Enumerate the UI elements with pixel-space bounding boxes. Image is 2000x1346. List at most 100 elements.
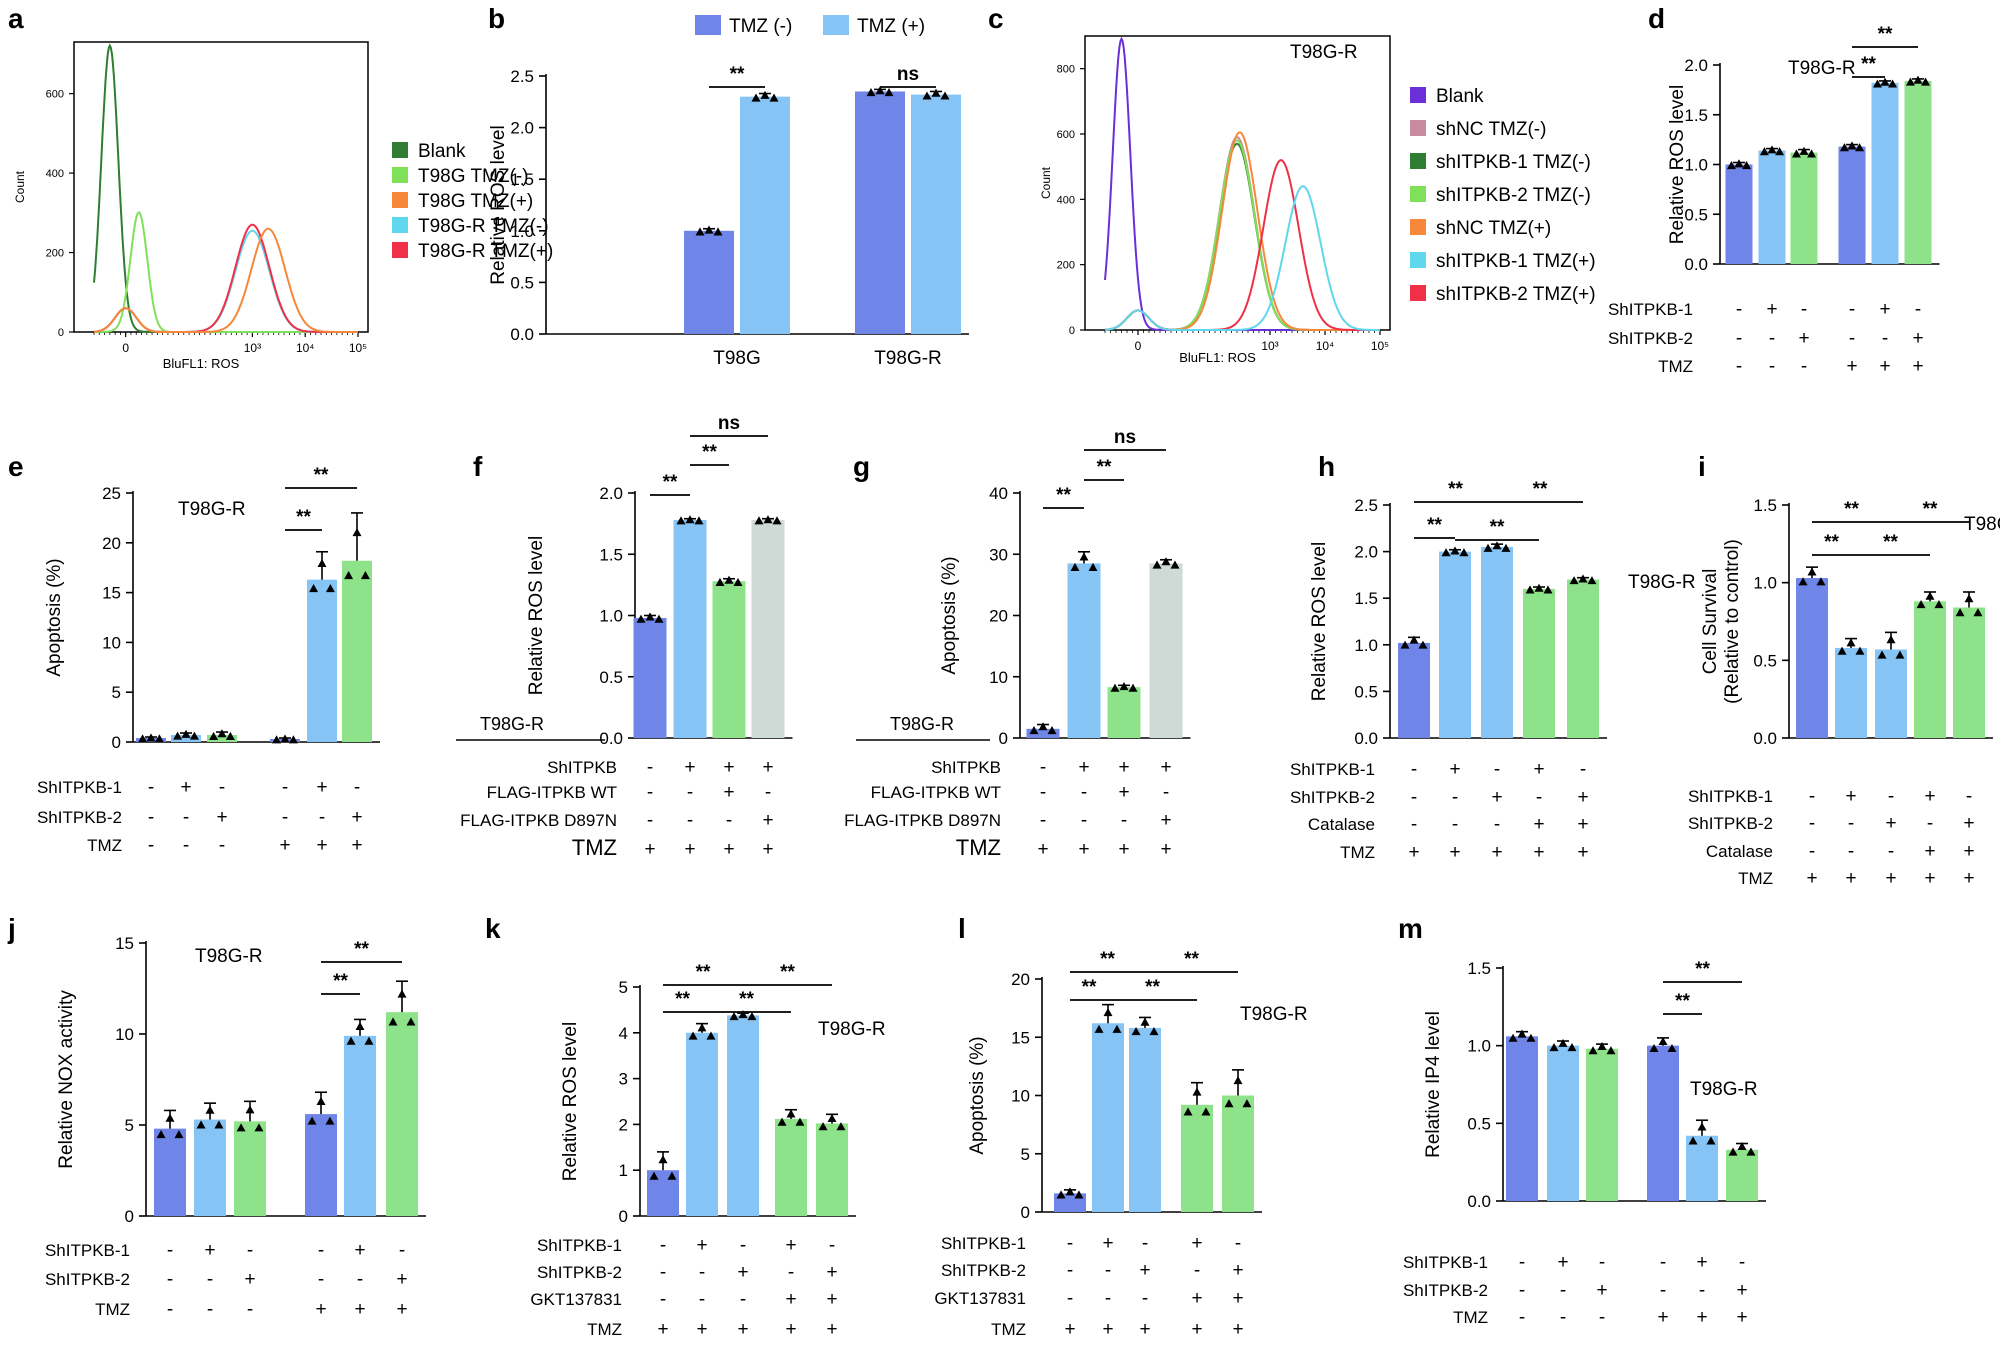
replicate-marker — [1588, 1046, 1598, 1055]
bar — [1523, 588, 1555, 738]
replicate-marker — [1149, 1027, 1159, 1036]
replicate-marker — [344, 571, 354, 580]
panel-title: T98G-R — [1964, 514, 2000, 535]
replicate-marker — [406, 1017, 416, 1026]
significance-label: ** — [730, 64, 745, 85]
condition-sign: + — [354, 1240, 365, 1261]
significance-label: ns — [897, 64, 919, 85]
legend-label: shITPKB-2 TMZ(+) — [1436, 284, 1596, 305]
legend-label: T98G-R TMZ(+) — [418, 241, 553, 262]
condition-sign: + — [1191, 1233, 1202, 1254]
replicate-marker — [827, 1113, 837, 1123]
y-tick-label: 10 — [1011, 1087, 1030, 1106]
condition-sign: + — [657, 1319, 668, 1340]
condition-sign: - — [1040, 810, 1046, 831]
significance-label: ** — [1675, 991, 1690, 1012]
replicate-marker — [1483, 543, 1493, 552]
replicate-marker — [1916, 600, 1926, 609]
condition-sign: - — [399, 1240, 405, 1261]
replicate-marker — [156, 1130, 166, 1139]
replicate-marker — [325, 583, 335, 593]
condition-sign: - — [1966, 786, 1972, 807]
legend-label: shNC TMZ(+) — [1436, 218, 1551, 239]
condition-sign: + — [1596, 1280, 1607, 1301]
replicate-marker — [1508, 1033, 1518, 1042]
histogram-curve — [93, 227, 358, 333]
y-tick-label: 200 — [1057, 260, 1075, 272]
replicate-marker — [1569, 576, 1579, 585]
y-tick-label: 3 — [619, 1070, 628, 1089]
condition-sign: + — [1912, 356, 1923, 377]
replicate-marker — [217, 729, 227, 738]
condition-sign: + — [1885, 813, 1896, 834]
bar — [1725, 164, 1753, 264]
legend-label: Blank — [418, 141, 466, 162]
condition-sign: - — [660, 1262, 666, 1283]
condition-sign: + — [1449, 842, 1460, 863]
replicate-marker — [1441, 548, 1451, 557]
y-tick-label: 2.0 — [510, 119, 534, 138]
condition-sign: - — [1660, 1252, 1666, 1273]
significance-label: ** — [1082, 977, 1097, 998]
bar — [1481, 546, 1513, 738]
replicate-marker — [1233, 1076, 1243, 1085]
condition-sign: - — [1801, 356, 1807, 377]
significance-label: ** — [333, 971, 348, 992]
plot-frame — [73, 41, 369, 333]
replicate-marker — [1759, 147, 1769, 156]
replicate-marker — [146, 733, 156, 742]
replicate-marker — [209, 731, 219, 740]
replicate-marker — [154, 734, 164, 743]
bar — [686, 1032, 718, 1216]
significance-label: ** — [1100, 949, 1115, 970]
condition-sign: + — [354, 1299, 365, 1320]
condition-label: TMZ — [956, 835, 1001, 860]
significance-label: ** — [1490, 517, 1505, 538]
y-tick-label: 30 — [989, 545, 1008, 564]
condition-sign: + — [723, 782, 734, 803]
replicate-marker — [1837, 646, 1847, 655]
y-tick-label: 400 — [1057, 194, 1075, 206]
y-tick-label: 1.5 — [1753, 496, 1777, 515]
replicate-marker — [697, 1023, 707, 1032]
bar — [1547, 1045, 1579, 1201]
x-tick-label: 10³ — [244, 341, 261, 355]
panel-letter: k — [485, 913, 501, 944]
replicate-marker — [1888, 79, 1898, 88]
y-tick-label: 1.0 — [1354, 636, 1378, 655]
condition-label: ShITPKB-1 — [537, 1236, 622, 1255]
replicate-marker — [763, 515, 773, 524]
condition-sign: - — [318, 1269, 324, 1290]
replicate-marker — [1192, 1087, 1202, 1096]
y-tick-label: 5 — [1021, 1145, 1030, 1164]
bar — [1067, 563, 1101, 738]
condition-sign: + — [1118, 839, 1129, 860]
bar — [633, 617, 667, 738]
y-axis-label: Apoptosis (%) — [967, 1036, 988, 1154]
condition-sign: + — [762, 839, 773, 860]
replicate-marker — [715, 577, 725, 586]
replicate-marker — [1658, 1036, 1668, 1046]
replicate-marker — [795, 1117, 805, 1126]
condition-label: ShITPKB-2 — [1688, 814, 1773, 833]
replicate-marker — [214, 1120, 224, 1129]
y-tick-label: 1.5 — [510, 170, 534, 189]
histogram-curve — [1104, 131, 1380, 331]
bar — [684, 230, 734, 334]
replicate-marker — [1807, 149, 1817, 158]
condition-sign: + — [1912, 328, 1923, 349]
condition-sign: - — [1067, 1233, 1073, 1254]
condition-label: ShITPKB-1 — [45, 1241, 130, 1260]
y-tick-label: 2.5 — [1354, 496, 1378, 515]
y-tick-label: 1.5 — [599, 545, 623, 564]
replicate-marker — [1065, 1187, 1075, 1196]
condition-sign: + — [1845, 868, 1856, 889]
replicate-marker — [165, 1113, 175, 1122]
condition-sign: + — [204, 1240, 215, 1261]
x-axis-label: BluFL1: ROS — [163, 356, 240, 371]
bar — [1904, 80, 1932, 264]
condition-sign: - — [1801, 299, 1807, 320]
bar — [171, 735, 201, 742]
bar — [1953, 607, 1985, 738]
significance-label: ** — [296, 507, 311, 528]
